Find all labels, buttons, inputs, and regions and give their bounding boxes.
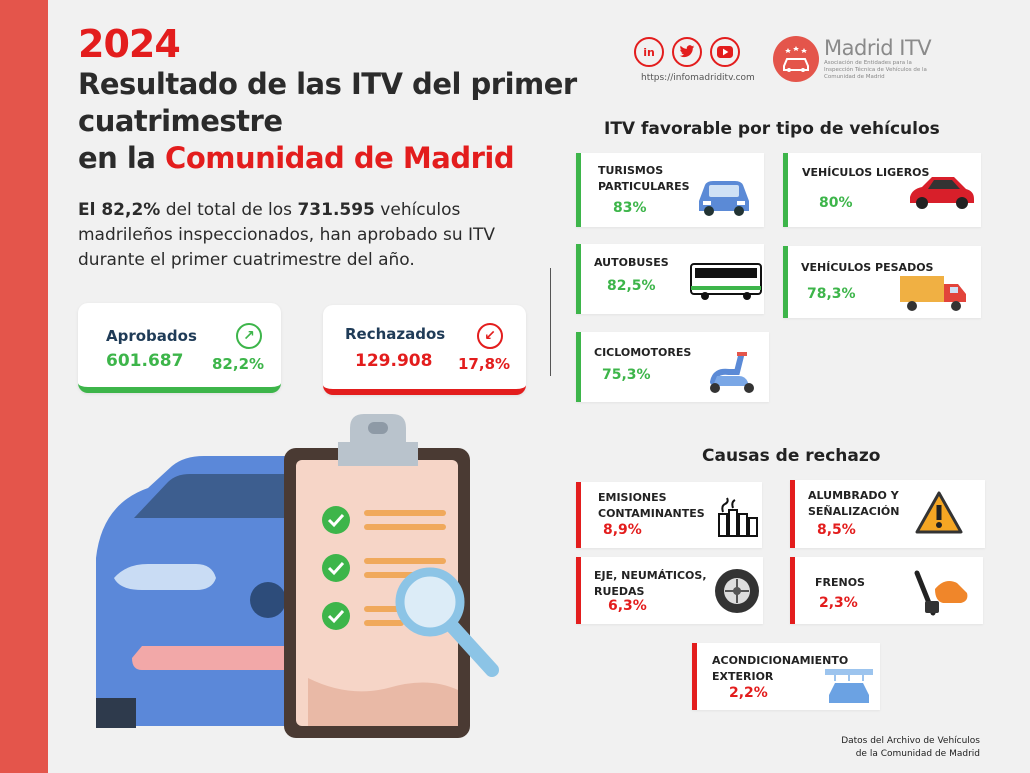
warning-icon — [915, 490, 963, 540]
brand-subtitle: Asociación de Entidades para la Inspecci… — [824, 60, 927, 80]
card-label-2: PARTICULARES — [598, 180, 690, 193]
brand-logo-icon — [773, 36, 819, 82]
youtube-icon[interactable] — [710, 37, 740, 67]
card-label-2: EXTERIOR — [712, 670, 774, 683]
page-title: Resultado de las ITV del primer cuatrime… — [78, 66, 598, 177]
favorable-card-autobuses: AUTOBUSES 82,5% — [576, 244, 764, 314]
arrow-down-left-icon: ↙ — [477, 323, 503, 349]
rejection-card-alumbrado: ALUMBRADO Y SEÑALIZACIÓN 8,5% — [790, 480, 985, 548]
card-label-1: EMISIONES — [598, 491, 667, 504]
scooter-icon — [703, 342, 759, 402]
card-label-1: ALUMBRADO Y — [808, 489, 899, 502]
approved-label: Aprobados — [106, 327, 197, 345]
title-line-2: cuatrimestre — [78, 104, 283, 138]
card-label-1: CICLOMOTORES — [594, 346, 692, 359]
approved-card: Aprobados 601.687 82,2% ↗ — [78, 303, 281, 393]
footer-line-1: Datos del Archivo de Vehículos — [841, 736, 980, 746]
card-pct: 6,3% — [608, 598, 647, 614]
card-label-1: VEHÍCULOS LIGEROS — [802, 166, 930, 179]
linkedin-icon[interactable]: in — [634, 37, 664, 67]
car-inspection-illustration — [88, 408, 518, 748]
tire-icon — [713, 567, 761, 619]
card-label-2: CONTAMINANTES — [598, 507, 705, 520]
rejected-pct: 17,8% — [458, 355, 511, 373]
left-accent-bar — [0, 0, 48, 773]
lead-paragraph: El 82,2% del total de los 731.595 vehícu… — [78, 198, 538, 273]
card-label-1: ACONDICIONAMIENTO — [712, 654, 849, 667]
favorable-card-turismos: TURISMOS PARTICULARES 83% — [576, 153, 764, 227]
arrow-up-right-icon: ↗ — [236, 323, 262, 349]
linkedin-label: in — [643, 45, 655, 59]
lead-part1: del total de los — [160, 200, 298, 220]
brand-name: Madrid ITV — [824, 36, 932, 60]
card-pct: 8,9% — [603, 522, 642, 538]
card-label-1: TURISMOS — [598, 164, 664, 177]
approved-pct: 82,2% — [212, 355, 265, 373]
rejection-card-eje: EJE, NEUMÁTICOS, RUEDAS 6,3% — [576, 557, 763, 624]
card-label-1: AUTOBUSES — [594, 256, 669, 269]
rejection-card-emisiones: EMISIONES CONTAMINANTES 8,9% — [576, 482, 762, 548]
rejection-card-frenos: FRENOS 2,3% — [790, 557, 983, 624]
red-car-icon — [906, 171, 976, 217]
card-pct: 2,2% — [729, 685, 768, 701]
twitter-icon[interactable] — [672, 37, 702, 67]
card-label-1: FRENOS — [815, 576, 865, 589]
favorable-title: ITV favorable por tipo de vehículos — [604, 119, 940, 139]
truck-icon — [898, 272, 970, 318]
rejected-value: 129.908 — [355, 351, 433, 371]
approved-value: 601.687 — [106, 351, 184, 371]
lead-pct: El 82,2% — [78, 200, 161, 220]
favorable-card-ligeros: VEHÍCULOS LIGEROS 80% — [783, 153, 981, 227]
footer-line-2: de la Comunidad de Madrid — [855, 749, 980, 759]
rejection-title: Causas de rechazo — [702, 446, 881, 466]
lead-total: 731.595 — [297, 200, 375, 220]
card-pct: 82,5% — [607, 278, 656, 294]
title-highlight: Comunidad de Madrid — [165, 141, 515, 175]
title-line-1: Resultado de las ITV del primer — [78, 67, 577, 101]
rejection-card-acondicionamiento: ACONDICIONAMIENTO EXTERIOR 2,2% — [692, 643, 880, 710]
car-wash-icon — [821, 665, 877, 711]
title-line-3: en la Comunidad de Madrid — [78, 140, 598, 177]
card-pct: 2,3% — [819, 595, 858, 611]
website-url[interactable]: https://infomadriditv.com — [641, 73, 755, 83]
lead-part2: vehículos madrileños inspeccionados, han… — [78, 200, 496, 270]
car-icon — [693, 173, 755, 223]
card-pct: 75,3% — [602, 367, 651, 383]
title-line-3-prefix: en la — [78, 141, 166, 175]
card-label-2: SEÑALIZACIÓN — [808, 505, 900, 518]
divider — [550, 268, 551, 376]
card-label-1: EJE, NEUMÁTICOS, — [594, 569, 707, 582]
factory-icon — [715, 494, 761, 544]
card-label-2: RUEDAS — [594, 585, 645, 598]
card-pct: 8,5% — [817, 522, 856, 538]
source-footnote: Datos del Archivo de Vehículos de la Com… — [841, 735, 980, 761]
bus-icon — [689, 260, 763, 306]
brake-pedal-icon — [911, 563, 973, 623]
favorable-card-ciclomotores: CICLOMOTORES 75,3% — [576, 332, 769, 402]
favorable-card-pesados: VEHÍCULOS PESADOS 78,3% — [783, 246, 981, 318]
card-pct: 83% — [613, 200, 647, 216]
year-heading: 2024 — [78, 22, 181, 66]
card-label-1: VEHÍCULOS PESADOS — [801, 261, 934, 274]
card-pct: 80% — [819, 195, 853, 211]
card-pct: 78,3% — [807, 286, 856, 302]
rejected-card: Rechazados 129.908 17,8% ↙ — [323, 305, 526, 395]
rejected-label: Rechazados — [345, 325, 446, 343]
